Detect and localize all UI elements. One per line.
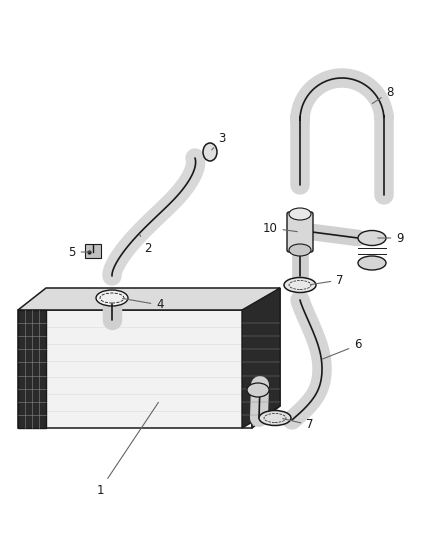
Text: 6: 6 (322, 338, 362, 359)
Bar (85, 244, 101, 258)
Polygon shape (18, 310, 252, 428)
Text: 7: 7 (311, 273, 344, 287)
Ellipse shape (289, 208, 311, 220)
Text: 1: 1 (96, 402, 159, 497)
Ellipse shape (247, 383, 269, 397)
FancyBboxPatch shape (287, 212, 313, 252)
Polygon shape (18, 310, 46, 428)
Text: 5: 5 (68, 246, 90, 259)
Ellipse shape (289, 244, 311, 256)
Ellipse shape (358, 230, 386, 246)
Ellipse shape (203, 143, 217, 161)
Text: 4: 4 (123, 298, 164, 311)
Text: 7: 7 (283, 418, 314, 432)
Text: 10: 10 (262, 222, 297, 235)
Ellipse shape (96, 290, 128, 306)
Polygon shape (18, 288, 280, 310)
Text: 9: 9 (378, 231, 404, 245)
Polygon shape (252, 288, 280, 428)
Text: 2: 2 (139, 235, 152, 254)
Ellipse shape (284, 278, 316, 293)
Ellipse shape (259, 410, 291, 425)
Ellipse shape (358, 256, 386, 270)
Text: 8: 8 (372, 85, 394, 103)
Text: 3: 3 (212, 132, 226, 150)
Polygon shape (242, 288, 280, 428)
